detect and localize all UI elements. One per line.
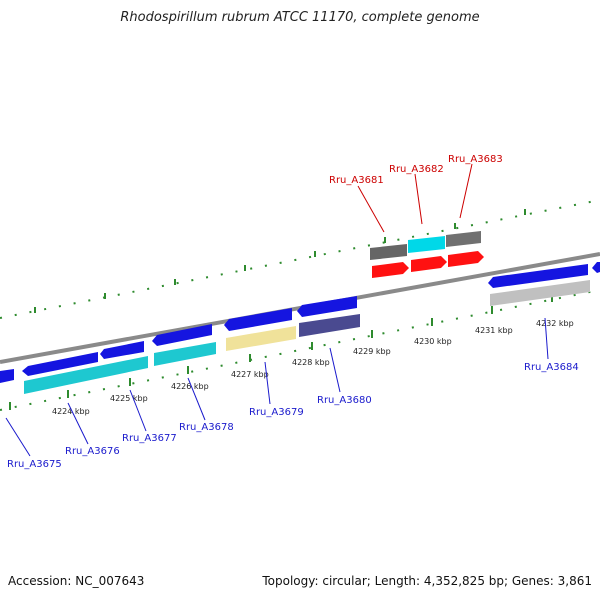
inner-ruler-major-ticks <box>9 294 553 410</box>
gene-arrow[interactable] <box>592 262 600 273</box>
gene-arrow[interactable] <box>0 369 14 383</box>
tick-label: 4224 kbp <box>52 407 90 416</box>
gene-arrow[interactable] <box>411 256 447 272</box>
gene-arrow[interactable] <box>100 341 144 359</box>
gene-label[interactable]: Rru_A3677 <box>122 433 177 444</box>
tick-label: 4230 kbp <box>414 337 452 346</box>
gene-arrow[interactable] <box>372 262 409 278</box>
outer-ruler-major-ticks <box>34 209 526 313</box>
gene-label[interactable]: Rru_A3684 <box>524 362 579 373</box>
gene-box[interactable] <box>299 314 360 337</box>
plus-leader-lines <box>357 163 473 233</box>
tick-label: 4231 kbp <box>475 326 513 335</box>
tick-label: 4229 kbp <box>353 347 391 356</box>
gene-label[interactable]: Rru_A3682 <box>389 164 444 175</box>
tick-label: 4226 kbp <box>171 382 209 391</box>
gene-box[interactable] <box>226 326 296 351</box>
gene-box[interactable] <box>24 356 148 394</box>
gene-arrow[interactable] <box>152 324 212 346</box>
tick-label: 4232 kbp <box>536 319 574 328</box>
gene-box[interactable] <box>490 280 590 306</box>
minus-leader-lines <box>5 317 549 457</box>
gene-arrow[interactable] <box>408 236 445 253</box>
gene-arrow[interactable] <box>297 296 357 317</box>
gene-arrow[interactable] <box>488 264 588 288</box>
gene-label[interactable]: Rru_A3679 <box>249 407 304 418</box>
gene-label[interactable]: Rru_A3678 <box>179 422 234 433</box>
gene-label[interactable]: Rru_A3680 <box>317 395 372 406</box>
page-title: Rhodospirillum rubrum ATCC 11170, comple… <box>120 10 480 25</box>
gene-arrow[interactable] <box>446 231 481 247</box>
gene-label[interactable]: Rru_A3681 <box>329 175 384 186</box>
gene-label[interactable]: Rru_A3683 <box>448 154 503 165</box>
minus-strand-genes <box>0 262 600 394</box>
gene-arrow[interactable] <box>448 251 484 267</box>
gene-label[interactable]: Rru_A3675 <box>7 459 62 470</box>
topology-text: Topology: circular; Length: 4,352,825 bp… <box>262 574 592 588</box>
tick-label: 4228 kbp <box>292 358 330 367</box>
tick-label: 4227 kbp <box>231 370 269 379</box>
plus-strand-genes <box>370 231 484 278</box>
gene-arrow[interactable] <box>22 352 98 376</box>
gene-label[interactable]: Rru_A3676 <box>65 446 120 457</box>
gene-box[interactable] <box>154 342 216 366</box>
tick-label: 4225 kbp <box>110 394 148 403</box>
gene-arrow[interactable] <box>370 244 407 260</box>
accession-text: Accession: NC_007643 <box>8 574 145 588</box>
gene-arrow[interactable] <box>224 308 292 331</box>
